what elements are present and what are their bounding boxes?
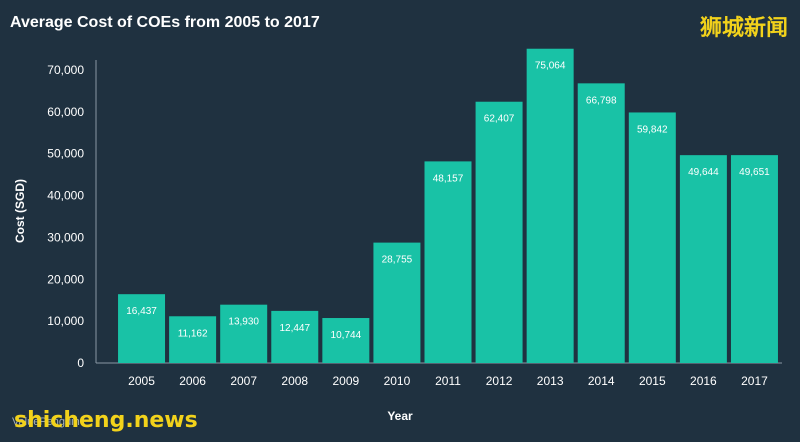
x-tick-label: 2013 [537, 374, 564, 388]
x-tick-label: 2010 [384, 374, 411, 388]
y-tick-label: 10,000 [47, 314, 84, 328]
bar-2013 [526, 48, 574, 363]
bar-2010 [373, 242, 421, 363]
site-watermark: shicheng.news [14, 408, 198, 433]
y-tick-label: 30,000 [47, 230, 84, 244]
bar-2016 [679, 155, 727, 363]
x-tick-label: 2009 [332, 374, 359, 388]
bar-value-label: 28,755 [382, 255, 413, 266]
bar-value-label: 59,842 [637, 124, 668, 135]
bar-2015 [628, 112, 676, 364]
bar-2005 [118, 294, 166, 363]
bar-value-label: 48,157 [433, 173, 464, 184]
bar-value-label: 12,447 [279, 323, 310, 334]
brand-logo-text: 狮城新闻 [699, 16, 788, 41]
bar-value-label: 13,930 [228, 317, 259, 328]
y-tick-label: 20,000 [47, 272, 84, 286]
y-tick-label: 60,000 [47, 105, 84, 119]
bar-value-label: 16,437 [126, 306, 157, 317]
bar-value-label: 66,798 [586, 95, 617, 106]
x-axis-ticks: 2005 2006 2007 2008 2009 2010 2011 2012 2013 2014… [128, 374, 768, 388]
x-tick-label: 2016 [690, 374, 717, 388]
y-axis-label: Cost (SGD) [13, 179, 27, 243]
x-tick-label: 2017 [741, 374, 768, 388]
x-tick-label: 2007 [230, 374, 257, 388]
y-tick-label: 0 [77, 356, 84, 370]
x-tick-label: 2006 [179, 374, 206, 388]
x-axis-label: Year [387, 409, 413, 423]
y-tick-label: 50,000 [47, 147, 84, 161]
y-axis-ticks: 0 10,000 20,000 30,000 40,000 50,000 60,000 70,… [47, 63, 84, 370]
x-tick-label: 2014 [588, 374, 615, 388]
bar-2008 [271, 310, 319, 363]
x-tick-label: 2005 [128, 374, 155, 388]
bar-2017 [730, 155, 778, 363]
bars-group: 16,437 11,162 13,930 12,447 10,744 28,755 48,1… [118, 48, 778, 364]
bar-2006 [169, 316, 217, 363]
bar-2009 [322, 318, 370, 363]
x-tick-label: 2008 [281, 374, 308, 388]
bar-value-label: 62,407 [484, 114, 515, 125]
bar-2014 [577, 83, 625, 363]
bar-2012 [475, 101, 523, 364]
y-tick-label: 40,000 [47, 189, 84, 203]
bar-2011 [424, 161, 472, 363]
x-tick-label: 2011 [435, 374, 461, 388]
bar-value-label: 10,744 [331, 330, 362, 341]
x-tick-label: 2015 [639, 374, 666, 388]
bar-value-label: 11,162 [178, 328, 208, 339]
bar-2007 [220, 304, 268, 363]
x-tick-label: 2012 [486, 374, 513, 388]
bar-value-label: 49,644 [688, 167, 719, 178]
bar-value-label: 75,064 [535, 61, 566, 72]
bar-value-label: 49,651 [739, 167, 770, 178]
y-tick-label: 70,000 [47, 63, 84, 77]
chart-title: Average Cost of COEs from 2005 to 2017 [10, 14, 320, 31]
source-credit: ValuePenguin [12, 416, 80, 428]
